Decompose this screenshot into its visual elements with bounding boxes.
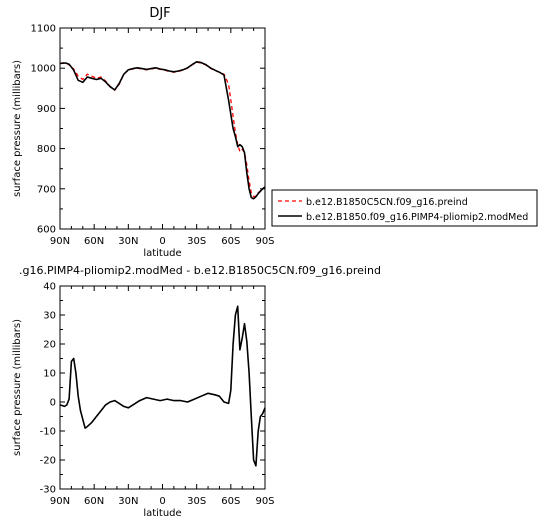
chart-1-legend: b.e12.B1850C5CN.f09_g16.preind b.e12.B18… [271,189,538,227]
chart-1-y-tick-label: 1100 [31,24,56,35]
chart-1-y-tick-label: 600 [37,225,56,236]
chart-2-y-axis-label: surface pressure (millibars) [12,319,23,456]
legend-label-series-1: b.e12.B1850C5CN.f09_g16.preind [306,197,468,208]
chart-1-y-tick-label: 900 [37,104,56,115]
chart-1-series-2-line [59,60,266,200]
chart-2-y-tick-label: 10 [43,369,56,380]
chart-1-x-tick-label: 90N [50,236,70,247]
chart-2-y-tick-label: -20 [40,456,56,467]
chart-2-x-tick-label: 30N [118,496,138,507]
chart-2-y-tick-label: -30 [40,485,56,496]
chart-1-x-tick-label: 60N [84,236,104,247]
chart-1-x-tick-label: 0 [159,236,165,247]
chart-1-x-axis-label: latitude [143,248,181,259]
legend-label-series-2: b.e12.B1850.f09_g16.PIMP4-pliomip2.modMe… [306,212,528,223]
chart-1-y-tick-label: 800 [37,144,56,155]
chart-2-y-tick-label: 0 [50,398,56,409]
chart-2-x-tick-label: 90S [255,496,274,507]
chart-1-title: DJF [149,6,170,21]
chart-1-x-tick-label: 30S [187,236,206,247]
chart-2-y-tick-label: -10 [40,427,56,438]
chart-2-x-tick-label: 90N [50,496,70,507]
chart-1-y-tick-label: 1000 [31,64,56,75]
chart-1-x-tick-label: 90S [255,236,274,247]
chart-2-x-tick-label: 0 [159,496,165,507]
chart-1-x-tick-label: 60S [221,236,240,247]
chart-2-title: .g16.PIMP4-pliomip2.modMed - b.e12.B1850… [19,264,381,277]
chart-2-x-axis-label: latitude [143,508,181,519]
chart-1-y-tick-label: 700 [37,184,56,195]
chart-2-plot-frame [59,285,266,490]
chart-1-y-axis-label: surface pressure (millibars) [12,60,23,197]
chart-2-series-1-line [59,305,266,467]
legend-frame [271,189,538,227]
chart-2-x-tick-label: 30S [187,496,206,507]
chart-2-y-tick-label: 20 [43,340,56,351]
chart-2-x-tick-label: 60N [84,496,104,507]
chart-1-x-tick-label: 30N [118,236,138,247]
chart-2-y-tick-label: 40 [43,282,56,293]
chart-2-y-tick-label: 30 [43,311,56,322]
chart-2-x-tick-label: 60S [221,496,240,507]
chart-1-series-1-line [59,61,266,198]
